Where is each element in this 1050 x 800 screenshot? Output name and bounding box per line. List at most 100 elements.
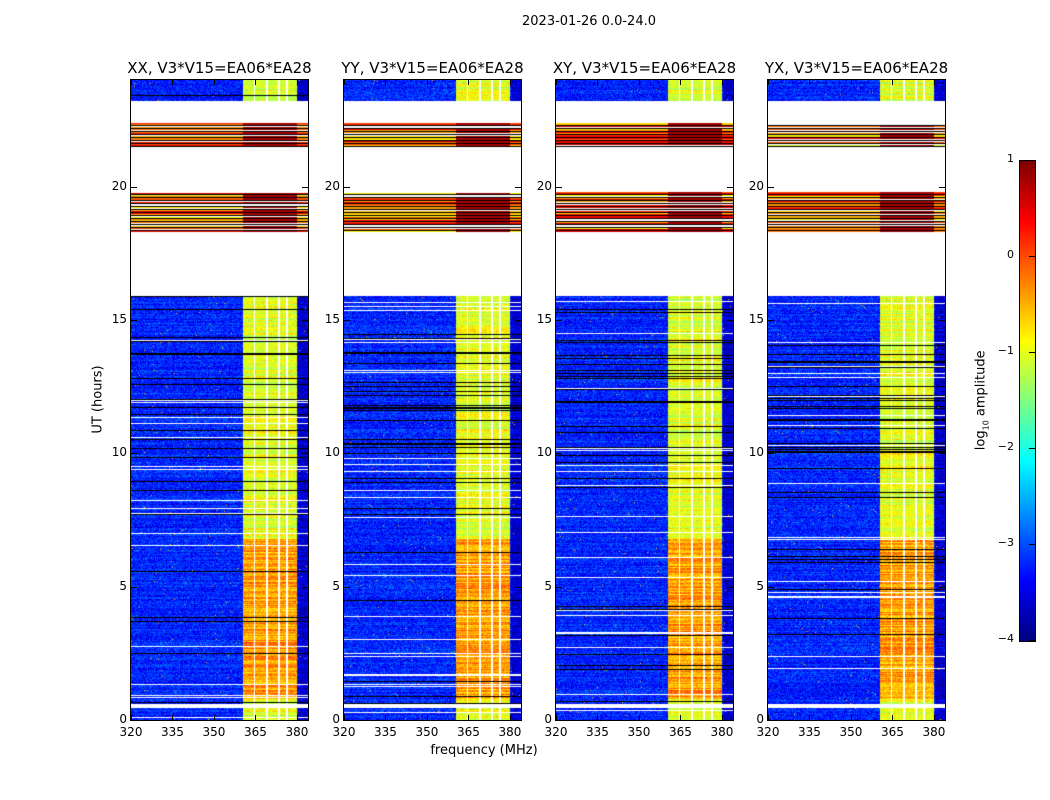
heatmap-panel [555,79,734,721]
x-tick-mark [850,715,852,720]
y-tick-mark [515,586,521,588]
colorbar-tick-mark [1029,352,1035,353]
y-tick-mark [515,186,521,188]
x-tick-label: 350 [415,725,439,739]
y-tick-mark [344,453,350,455]
y-tick-mark [768,720,774,721]
x-tick-label: 365 [244,725,267,739]
x-tick-label: 320 [332,725,356,739]
y-tick-label: 5 [119,578,127,593]
y-tick-mark [727,186,733,188]
x-tick-mark [850,80,852,85]
x-tick-mark [344,715,345,720]
heatmap-panel [343,79,522,721]
y-tick-mark [556,320,562,321]
x-tick-label: 335 [374,725,397,739]
x-tick-mark [556,715,557,720]
panel-title: YX, V3*V15=EA06*EA28 [764,59,949,77]
x-tick-mark [172,715,174,720]
y-tick-label: 0 [119,712,127,726]
y-tick-mark [302,720,308,721]
x-tick-mark [768,715,769,720]
y-tick-mark [131,186,137,188]
colorbar-tick-mark [1029,640,1035,641]
x-tick-mark [556,80,557,85]
x-tick-mark [638,80,640,85]
x-tick-label: 335 [586,725,609,739]
x-tick-mark [426,715,428,720]
heatmap-cells [131,80,308,720]
x-tick-mark [721,715,723,720]
x-tick-mark [296,80,298,85]
colorbar-tick-mark [1029,448,1035,449]
x-tick-mark [680,80,682,85]
x-tick-mark [426,80,428,85]
x-tick-label: 380 [498,725,522,739]
x-tick-mark [597,715,599,720]
x-tick-label: 365 [669,725,692,739]
colorbar-tick-label: −4 [997,632,1014,645]
y-tick-mark [727,720,733,721]
colorbar-gradient [1020,161,1035,641]
x-tick-mark [213,80,215,85]
figure-title: 2023-01-26 0.0-24.0 [522,14,656,29]
x-tick-label: 350 [627,725,651,739]
y-tick-mark [768,320,774,321]
x-tick-mark [385,715,387,720]
y-tick-mark [768,586,774,588]
y-tick-label: 15 [324,312,340,326]
y-tick-mark [131,453,137,455]
x-tick-label: 380 [710,725,734,739]
x-tick-label: 365 [881,725,904,739]
panel-title: YY, V3*V15=EA06*EA28 [341,59,524,77]
y-tick-mark [727,453,733,455]
y-tick-mark [727,586,733,588]
colorbar-label-rest: amplitude [973,350,989,421]
y-tick-mark [344,586,350,588]
x-tick-label: 335 [161,725,184,739]
y-tick-mark [939,453,945,455]
x-tick-mark [131,715,132,720]
y-tick-mark [556,586,562,588]
x-tick-label: 320 [119,725,143,739]
panel-title: XX, V3*V15=EA06*EA28 [127,59,312,77]
colorbar-label-sub: 10 [981,420,991,431]
y-tick-mark [939,186,945,188]
y-tick-mark [515,453,521,455]
x-tick-mark [809,80,811,85]
y-tick-mark [768,453,774,455]
y-tick-label: 20 [536,178,552,193]
colorbar-tick-mark [1029,544,1035,545]
colorbar-tick-label: 0 [1007,248,1014,261]
y-tick-label: 10 [111,445,127,460]
heatmap-cells [768,80,945,720]
x-tick-mark [892,80,894,85]
y-tick-mark [939,720,945,721]
y-tick-mark [556,453,562,455]
x-tick-mark [172,80,174,85]
x-tick-mark [385,80,387,85]
y-tick-mark [727,320,733,321]
y-tick-mark [939,586,945,588]
y-tick-mark [131,586,137,588]
y-tick-label: 20 [111,178,127,193]
x-tick-label: 350 [839,725,863,739]
y-tick-mark [344,720,350,721]
x-tick-label: 320 [756,725,780,739]
x-tick-label: 320 [544,725,568,739]
colorbar-tick-mark [1029,160,1035,161]
colorbar [1019,160,1036,642]
y-tick-mark [344,320,350,321]
x-tick-mark [213,715,215,720]
x-tick-mark [509,715,511,720]
heatmap-panel [767,79,946,721]
y-tick-mark [515,720,521,721]
x-tick-mark [509,80,511,85]
y-tick-mark [939,320,945,321]
y-tick-label: 0 [756,712,764,726]
colorbar-tick-label: 1 [1007,152,1014,165]
y-tick-mark [556,720,562,721]
y-tick-mark [302,586,308,588]
y-tick-mark [302,453,308,455]
